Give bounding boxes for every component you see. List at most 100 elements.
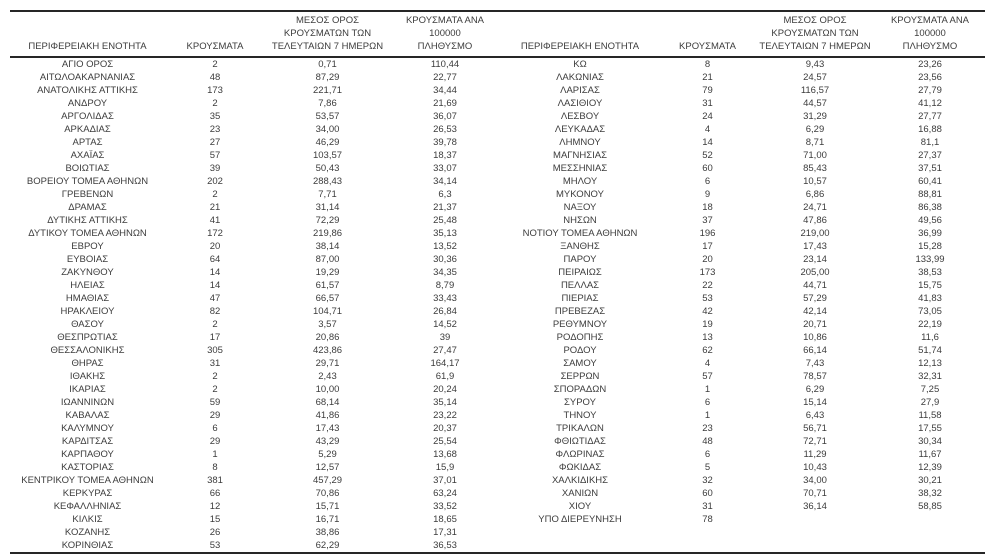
table-row: ΙΚΑΡΙΑΣ 2 10,00 20,24 ΣΠΟΡΑΔΩΝ 1 6,29 7,25 <box>10 383 985 396</box>
avg-7day-cell: 6,86 <box>805 189 825 200</box>
per-100k-cell: 15,9 <box>435 462 455 473</box>
region-cell: ΖΑΚΥΝΘΟΥ <box>61 267 114 278</box>
table-row: ΚΕΝΤΡΙΚΟΥ ΤΟΜΕΑ ΑΘΗΝΩΝ 381 457,29 37,01 ΧΑΛΚ… <box>10 474 985 487</box>
per-100k-cell: 21,37 <box>433 202 457 213</box>
region-cell: ΙΩΑΝΝΙΝΩΝ <box>60 397 115 408</box>
region-cell: ΑΝΔΡΟΥ <box>67 98 108 109</box>
per-100k-cell: 13,52 <box>433 241 457 252</box>
table-row: ΚΟΖΑΝΗΣ 26 38,86 17,31 <box>10 526 985 539</box>
cases-cell: 82 <box>209 306 221 317</box>
per-100k-cell: 18,37 <box>433 150 457 161</box>
region-cell: ΦΛΩΡΙΝΑΣ <box>555 449 605 460</box>
avg-7day-cell: 219,00 <box>800 228 830 239</box>
avg-7day-cell: 221,71 <box>312 85 343 96</box>
per-100k-cell: 22,77 <box>433 72 457 83</box>
region-cell: ΚΟΖΑΝΗΣ <box>64 527 111 538</box>
table-row: ΑΡΚΑΔΙΑΣ 23 34,00 26,53 ΛΕΥΚΑΔΑΣ 4 6,29 16,88 <box>10 123 985 136</box>
per-100k-cell: 33,52 <box>433 501 457 512</box>
avg-7day-cell <box>755 526 875 539</box>
cases-cell: 66 <box>209 488 221 499</box>
per-100k-cell: 30,34 <box>918 436 942 447</box>
per-100k-cell: 35,14 <box>433 397 457 408</box>
cases-cell: 31 <box>702 501 713 512</box>
per-100k-cell: 34,35 <box>433 267 457 278</box>
table-row: ΚΑΒΑΛΑΣ 29 41,86 23,22 ΤΗΝΟΥ 1 6,43 11,58 <box>10 409 985 422</box>
region-cell: ΛΑΚΩΝΙΑΣ <box>556 72 604 83</box>
cases-cell: 39 <box>209 163 221 174</box>
region-cell: ΚΑΒΑΛΑΣ <box>65 410 110 421</box>
header-row: ΠΕΡΙΦΕΡΕΙΑΚΗ ΕΝΟΤΗΤΑ ΚΡΟΥΣΜΑΤΑ ΜΕΣΟΣ ΟΡΟ… <box>10 11 985 58</box>
table-row: ΑΡΤΑΣ 27 46,29 39,78 ΛΗΜΝΟΥ 14 8,71 81,1 <box>10 136 985 149</box>
per-100k-cell: 6,3 <box>438 189 452 200</box>
cases-cell: 64 <box>209 254 221 265</box>
avg-7day-cell: 17,43 <box>315 423 340 434</box>
avg-7day-cell: 6,43 <box>805 410 825 421</box>
avg-7day-cell: 47,86 <box>803 215 827 226</box>
cases-cell: 26 <box>209 527 221 538</box>
table-row: ΑΧΑΪΑΣ 57 103,57 18,37 ΜΑΓΝΗΣΙΑΣ 52 71,00 27,37 <box>10 149 985 162</box>
table-row: ΚΑΡΔΙΤΣΑΣ 29 43,29 25,54 ΦΘΙΩΤΙΔΑΣ 48 72,71 30,… <box>10 435 985 448</box>
cases-cell: 6 <box>704 176 711 187</box>
per-100k-cell: 33,07 <box>433 163 457 174</box>
avg-7day-cell: 24,71 <box>803 202 827 213</box>
per-100k-cell: 27,47 <box>433 345 457 356</box>
avg-7day-cell: 70,86 <box>315 488 340 499</box>
per-100k-cell: 34,14 <box>433 176 457 187</box>
per-100k-cell: 12,13 <box>918 358 942 369</box>
region-cell: ΠΕΛΛΑΣ <box>560 280 600 291</box>
region-cell: ΑΡΤΑΣ <box>72 137 103 148</box>
table-row: ΘΕΣΣΑΛΟΝΙΚΗΣ 305 423,86 27,47 ΡΟΔΟΥ 62 66,14 51… <box>10 344 985 357</box>
per-100k-cell: 27,79 <box>918 85 942 96</box>
region-cell: ΚΕΝΤΡΙΚΟΥ ΤΟΜΕΑ ΑΘΗΝΩΝ <box>21 475 154 486</box>
region-cell: ΜΕΣΣΗΝΙΑΣ <box>552 163 608 174</box>
avg-7day-cell: 85,43 <box>803 163 827 174</box>
cases-cell: 53 <box>209 540 221 551</box>
per-100k-cell: 36,07 <box>433 111 457 122</box>
per-100k-cell: 13,68 <box>433 449 457 460</box>
avg-7day-column-header-right: ΜΕΣΟΣ ΟΡΟΣ ΚΡΟΥΣΜΑΤΩΝ ΤΩΝ ΤΕΛΕΥΤΑΙΩΝ 7 Η… <box>755 11 875 58</box>
cases-cell: 57 <box>209 150 221 161</box>
cases-cell: 2 <box>212 371 218 382</box>
region-cell: ΘΕΣΠΡΩΤΙΑΣ <box>57 332 118 343</box>
avg-7day-cell: 10,00 <box>315 384 340 395</box>
per-100k-cell: 73,05 <box>918 306 942 317</box>
cases-cell: 2 <box>212 189 218 200</box>
region-cell: ΑΡΚΑΔΙΑΣ <box>64 124 111 135</box>
cases-cell: 20 <box>209 241 221 252</box>
region-cell <box>500 539 660 553</box>
cases-cell: 59 <box>209 397 221 408</box>
cases-cell: 19 <box>702 319 713 330</box>
per-100k-cell: 20,24 <box>433 384 457 395</box>
per-100k-cell: 81,1 <box>920 137 940 148</box>
avg-7day-cell: 9,43 <box>805 59 825 70</box>
avg-7day-cell: 219,86 <box>312 228 343 239</box>
region-cell: ΘΑΣΟΥ <box>71 319 104 330</box>
region-cell: ΛΕΣΒΟΥ <box>560 111 600 122</box>
cases-cell: 305 <box>207 345 223 356</box>
table-row: ΒΟΡΕΙΟΥ ΤΟΜΕΑ ΑΘΗΝΩΝ 202 288,43 34,14 ΜΗΛΟΥ 6… <box>10 175 985 188</box>
per-100k-cell: 61,9 <box>435 371 455 382</box>
cases-cell: 22 <box>702 280 713 291</box>
per-100k-cell: 39,78 <box>433 137 457 148</box>
avg-7day-cell: 20,71 <box>803 319 827 330</box>
avg-7day-cell: 46,29 <box>315 137 340 148</box>
avg-7day-cell: 78,57 <box>803 371 827 382</box>
per-100k-cell: 15,75 <box>918 280 942 291</box>
table-row: ΗΜΑΘΙΑΣ 47 66,57 33,43 ΠΙΕΡΙΑΣ 53 57,29 41,83 <box>10 292 985 305</box>
avg-7day-cell: 205,00 <box>800 267 830 278</box>
region-cell: ΠΕΙΡΑΙΩΣ <box>558 267 602 278</box>
region-cell: ΦΩΚΙΔΑΣ <box>558 462 602 473</box>
avg-7day-cell: 2,43 <box>318 371 337 382</box>
cases-column-header-left: ΚΡΟΥΣΜΑΤΑ <box>165 11 265 58</box>
cases-cell: 14 <box>702 137 713 148</box>
cases-cell: 381 <box>207 475 223 486</box>
per-100k-cell: 30,36 <box>433 254 457 265</box>
region-cell: ΔΥΤΙΚΟΥ ΤΟΜΕΑ ΑΘΗΝΩΝ <box>28 228 147 239</box>
cases-cell: 57 <box>702 371 713 382</box>
avg-7day-cell: 34,00 <box>803 475 827 486</box>
region-cell: ΚΑΡΠΑΘΟΥ <box>61 449 114 460</box>
per-100k-cell: 37,51 <box>918 163 942 174</box>
region-cell: ΡΟΔΟΠΗΣ <box>556 332 604 343</box>
avg-7day-cell: 10,43 <box>803 462 827 473</box>
avg-7day-cell: 66,57 <box>315 293 340 304</box>
